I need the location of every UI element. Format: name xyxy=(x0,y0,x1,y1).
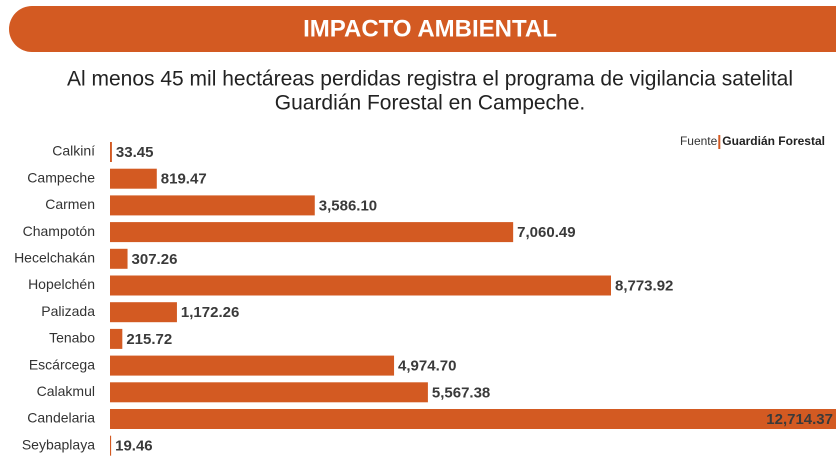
bar xyxy=(110,302,177,323)
subtitle: Al menos 45 mil hectáreas perdidas regis… xyxy=(67,68,793,91)
category-label: Seybaplaya xyxy=(22,436,95,452)
category-label: Tenabo xyxy=(49,330,95,346)
bar xyxy=(110,435,112,456)
header-banner xyxy=(9,6,836,52)
category-label: Calkiní xyxy=(52,143,95,159)
bar xyxy=(110,355,395,376)
value-label: 19.46 xyxy=(115,438,153,455)
value-label: 12,714.37 xyxy=(766,411,833,428)
value-label: 33.45 xyxy=(116,144,154,161)
category-label: Hopelchén xyxy=(28,276,95,292)
bar xyxy=(110,275,611,296)
header-title: IMPACTO AMBIENTAL xyxy=(303,15,557,42)
value-label: 819.47 xyxy=(161,171,207,188)
value-label: 5,567.38 xyxy=(432,384,490,401)
value-label: 1,172.26 xyxy=(181,304,239,321)
bar xyxy=(110,195,315,216)
bar xyxy=(110,142,112,162)
bar xyxy=(110,222,514,243)
category-label: Carmen xyxy=(45,196,95,212)
category-label: Campeche xyxy=(27,169,95,185)
category-label: Champotón xyxy=(23,223,95,239)
category-label: Calakmul xyxy=(37,383,95,399)
value-label: 3,586.10 xyxy=(319,197,377,214)
bar xyxy=(110,328,123,349)
value-label: 8,773.92 xyxy=(615,277,673,294)
value-label: 215.72 xyxy=(126,331,172,348)
category-label: Escárcega xyxy=(29,356,95,372)
category-label: Palizada xyxy=(41,303,95,319)
value-label: 307.26 xyxy=(132,251,178,268)
subtitle: Guardián Forestal en Campeche. xyxy=(275,92,586,115)
bar xyxy=(110,248,128,269)
category-label: Candelaria xyxy=(27,410,95,426)
bar xyxy=(110,168,157,189)
category-label: Hecelchakán xyxy=(14,250,95,266)
bar xyxy=(110,382,428,403)
value-label: 7,060.49 xyxy=(517,224,575,241)
bar xyxy=(110,409,836,429)
value-label: 4,974.70 xyxy=(398,358,456,375)
source-name: Guardián Forestal xyxy=(722,134,825,148)
source-label: Fuente xyxy=(680,134,718,148)
